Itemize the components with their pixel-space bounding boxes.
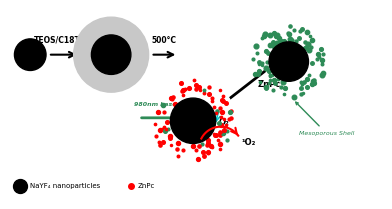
Text: ZnPc: ZnPc <box>257 80 280 89</box>
Text: O₂: O₂ <box>219 118 229 127</box>
Circle shape <box>151 78 236 163</box>
Circle shape <box>74 17 149 92</box>
Circle shape <box>15 39 46 70</box>
Circle shape <box>91 35 131 74</box>
Text: TEOS/C18TMS: TEOS/C18TMS <box>34 36 94 45</box>
Text: 980nm Laser: 980nm Laser <box>134 102 180 107</box>
Circle shape <box>269 42 309 81</box>
Circle shape <box>251 24 326 99</box>
Text: ¹O₂: ¹O₂ <box>241 138 256 147</box>
Circle shape <box>171 98 216 143</box>
Text: NaYF₄ nanoparticles: NaYF₄ nanoparticles <box>30 183 100 189</box>
Text: ZnPc: ZnPc <box>138 183 155 189</box>
Text: 500°C: 500°C <box>152 36 177 45</box>
Text: Mesoporous Shell: Mesoporous Shell <box>296 102 354 136</box>
